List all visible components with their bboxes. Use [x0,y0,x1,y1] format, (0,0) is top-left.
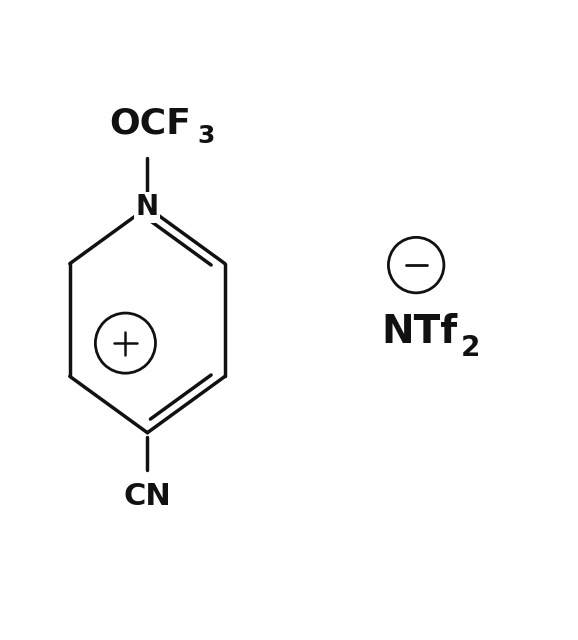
Text: N: N [136,193,159,221]
Text: NTf: NTf [381,312,458,351]
Text: OCF: OCF [109,106,191,141]
Text: 2: 2 [461,333,481,362]
Text: 3: 3 [198,124,215,148]
Text: CN: CN [124,482,171,511]
